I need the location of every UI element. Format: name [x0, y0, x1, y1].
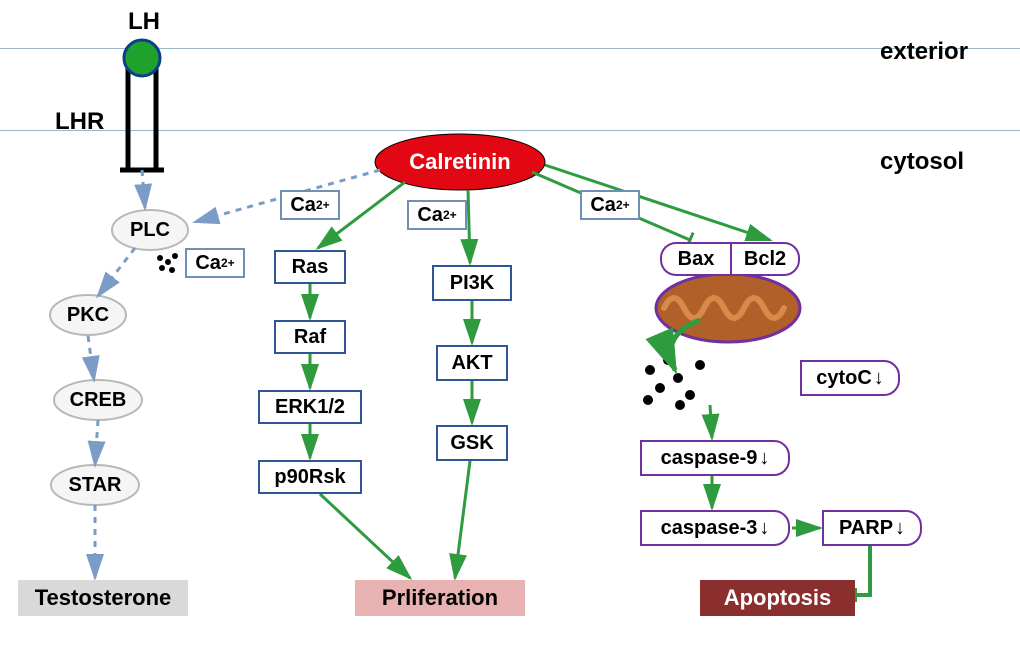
- node-PKC: PKC: [50, 295, 126, 335]
- node-p90Rsk: p90Rsk: [258, 460, 362, 494]
- node-PARP: PARP↓: [822, 510, 922, 546]
- node-ERK: ERK1/2: [258, 390, 362, 424]
- node-casp9: caspase-9↓: [640, 440, 790, 476]
- label-exterior: exterior: [880, 38, 968, 66]
- node-Ras: Ras: [274, 250, 346, 284]
- label-cytosol: cytosol: [880, 148, 964, 176]
- node-AKT: AKT: [436, 345, 508, 381]
- node-Bcl2: Bcl2: [730, 242, 800, 276]
- endpoint-testosterone: Testosterone: [18, 580, 188, 616]
- diagram-stage: { "canvas": { "width": 1020, "height": 6…: [0, 0, 1020, 651]
- svg-overlay: [0, 0, 1020, 651]
- node-ca-bax: Ca2+: [580, 190, 640, 220]
- node-CREB: CREB: [54, 380, 142, 420]
- node-ca-ras: Ca2+: [280, 190, 340, 220]
- label-lhr: LHR: [55, 108, 104, 136]
- membrane-line-bottom: [0, 130, 1020, 131]
- membrane-line-top: [0, 48, 1020, 49]
- node-casp3: caspase-3↓: [640, 510, 790, 546]
- node-ca-plc: Ca2+: [185, 248, 245, 278]
- node-Bax: Bax: [660, 242, 730, 276]
- calretinin-node: Calretinin: [375, 134, 545, 190]
- node-GSK: GSK: [436, 425, 508, 461]
- endpoint-proliferation: Prliferation: [355, 580, 525, 616]
- node-Raf: Raf: [274, 320, 346, 354]
- endpoint-apoptosis: Apoptosis: [700, 580, 855, 616]
- node-PI3K: PI3K: [432, 265, 512, 301]
- node-ca-pi3k: Ca2+: [407, 200, 467, 230]
- node-STAR: STAR: [51, 465, 139, 505]
- label-lh: LH: [128, 8, 160, 36]
- node-cytoC: cytoC↓: [800, 360, 900, 396]
- node-PLC: PLC: [112, 210, 188, 250]
